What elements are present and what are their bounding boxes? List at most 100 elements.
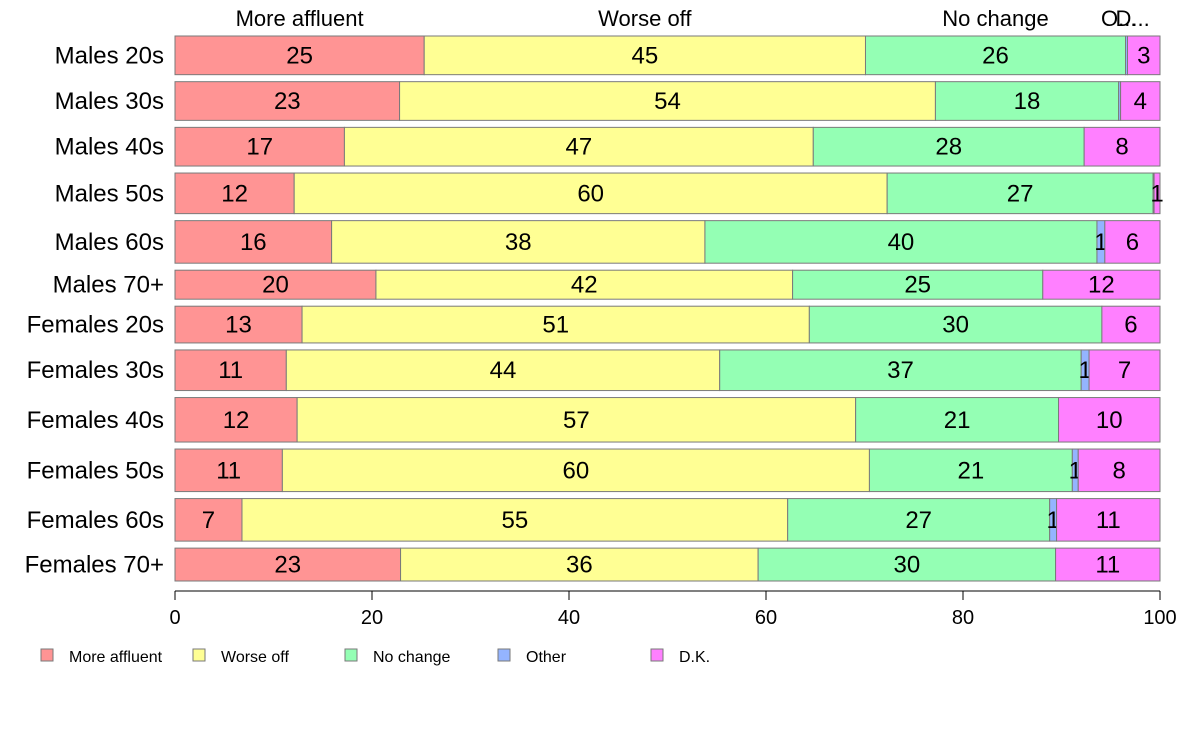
y-axis: Males 20s Males 30s Males 40s Males 50s Male… (25, 42, 164, 578)
y-tick-label: Males 30s (55, 88, 164, 115)
data-label: 36 (566, 552, 593, 579)
bar-segment (1042, 269, 1161, 300)
data-label: 11 (218, 357, 243, 384)
legend-item: More affluent (40, 648, 163, 666)
bar-segment (241, 498, 789, 542)
top-label: O... (1101, 6, 1136, 31)
data-label: 51 (542, 312, 569, 339)
bar-segment (174, 220, 333, 264)
data-label: 16 (240, 229, 267, 256)
bar-segment (1104, 220, 1161, 264)
data-label: 28 (935, 134, 962, 161)
data-label: 47 (565, 134, 592, 161)
bar-segment (934, 81, 1120, 121)
y-tick-label: Females 50s (27, 457, 164, 484)
data-label: 7 (1118, 357, 1131, 384)
legend-swatch (344, 648, 358, 662)
legend-item: No change (344, 648, 450, 666)
bar-segment (375, 269, 794, 300)
y-tick-label: Males 60s (55, 229, 164, 256)
data-label: 6 (1126, 229, 1139, 256)
bar-segment (704, 220, 1098, 264)
bar-segment (808, 305, 1103, 344)
x-tick-label: 40 (558, 607, 580, 629)
bar-segment (174, 126, 345, 167)
data-label: 11 (216, 457, 241, 484)
y-tick-label: Females 30s (27, 357, 164, 384)
top-label: No change (942, 6, 1048, 31)
data-label: 23 (274, 88, 301, 115)
y-tick-label: Females 60s (27, 507, 164, 534)
data-label: 1 (1094, 229, 1107, 256)
x-axis: 0 20 40 60 80 100 (169, 590, 1177, 629)
legend-swatch (40, 648, 54, 662)
x-tick-label: 100 (1143, 607, 1176, 629)
data-label: 11 (1096, 507, 1121, 534)
bar-segment (174, 498, 243, 542)
y-tick-label: Males 50s (55, 180, 164, 207)
y-tick-label: Females 20s (27, 312, 164, 339)
bar-segment (1077, 448, 1161, 493)
legend-swatch (497, 648, 511, 662)
bar-segment (423, 35, 866, 76)
data-label: 20 (262, 272, 289, 299)
data-label: 1 (1150, 180, 1163, 207)
legend-swatch (192, 648, 206, 662)
bar-segment (331, 220, 706, 264)
legend-label: D.K. (679, 649, 710, 666)
bar-segment (174, 172, 295, 215)
bar-segment (174, 35, 425, 76)
bar-segment (787, 498, 1051, 542)
data-label: 27 (905, 507, 932, 534)
bar-segment (301, 305, 810, 344)
bar-segment (1088, 349, 1161, 392)
data-label: 21 (958, 457, 985, 484)
data-label: 3 (1137, 42, 1150, 69)
legend-swatch (650, 648, 664, 662)
bar-segment (174, 269, 377, 300)
bar-segment (174, 305, 303, 344)
x-tick-label: 80 (952, 607, 974, 629)
bar-segment (868, 448, 1073, 493)
data-label: 21 (944, 407, 971, 434)
legend: More affluent Worse off No change Other D.K. (40, 648, 710, 666)
data-label: 25 (286, 42, 313, 69)
bar-segment (1058, 397, 1161, 443)
data-label: 12 (223, 407, 250, 434)
data-label: 45 (631, 42, 658, 69)
data-label: 8 (1112, 457, 1125, 484)
bar-segment (1126, 35, 1161, 76)
data-label: 25 (904, 272, 931, 299)
y-tick-label: Females 70+ (25, 552, 164, 579)
data-label: 11 (1095, 552, 1120, 579)
data-label: 54 (654, 88, 681, 115)
data-label: 23 (274, 552, 301, 579)
bar-segment (864, 35, 1127, 76)
top-label: Worse off (598, 6, 692, 31)
bar-segment (1056, 498, 1161, 542)
data-label: 7 (202, 507, 215, 534)
top-label: D... (1116, 6, 1150, 31)
data-label: 37 (887, 357, 914, 384)
bar-segment (281, 448, 870, 493)
x-tick-label: 0 (169, 607, 180, 629)
legend-label: Worse off (221, 649, 289, 666)
data-label: 55 (501, 507, 528, 534)
bar-segment (174, 81, 401, 121)
bar-segment (1055, 547, 1161, 582)
bar-segment (1083, 126, 1161, 167)
top-labels-layer: More affluent Worse off No change O...D... (236, 6, 1150, 31)
bar-segment (174, 397, 298, 443)
data-label: 44 (490, 357, 517, 384)
legend-item: D.K. (650, 648, 710, 666)
data-label: 60 (563, 457, 590, 484)
legend-label: More affluent (69, 649, 163, 666)
x-tick-label: 60 (755, 607, 777, 629)
legend-item: Worse off (192, 648, 289, 666)
bar-segment (1120, 81, 1161, 121)
bar-segment (812, 126, 1085, 167)
bar-segment (285, 349, 721, 392)
data-label: 6 (1124, 312, 1137, 339)
data-label: 40 (888, 229, 915, 256)
data-label: 4 (1134, 88, 1147, 115)
